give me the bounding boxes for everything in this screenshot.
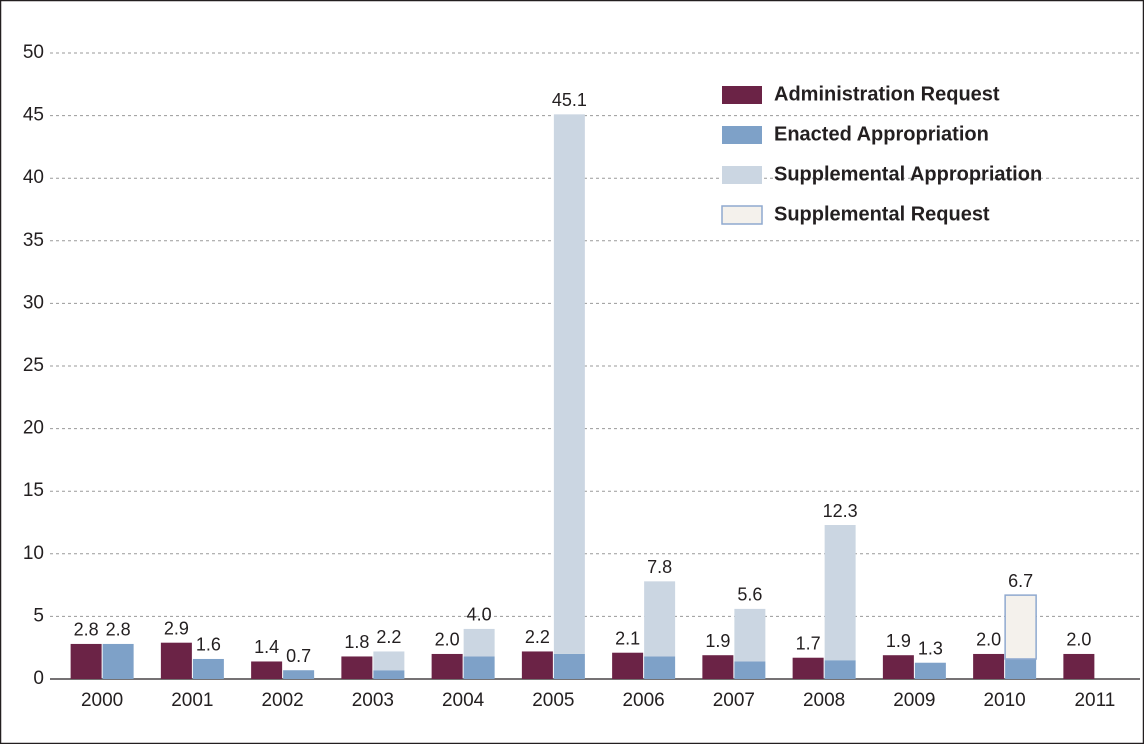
legend-label: Supplemental Appropriation	[774, 163, 1042, 185]
x-tick-label: 2009	[893, 690, 935, 711]
value-label: 2.8	[106, 620, 131, 640]
value-label: 2.8	[74, 620, 99, 640]
bar	[373, 670, 405, 679]
bar	[373, 651, 405, 671]
value-label: 2.0	[1066, 630, 1091, 650]
bar	[553, 114, 585, 654]
x-tick-label: 2006	[622, 690, 664, 711]
value-label: 2.2	[525, 627, 550, 647]
bar	[283, 670, 315, 679]
legend-label: Supplemental Request	[774, 203, 990, 225]
y-tick-label: 40	[23, 167, 44, 188]
x-tick-label: 2011	[1074, 690, 1115, 711]
bar	[102, 643, 134, 679]
y-tick-label: 30	[23, 292, 44, 313]
bar	[824, 660, 856, 679]
bar	[914, 662, 946, 679]
value-label: 6.7	[1008, 571, 1033, 591]
legend-swatch	[721, 205, 763, 225]
value-label: 12.3	[823, 501, 858, 521]
x-tick-label: 2000	[81, 690, 123, 711]
legend-label: Enacted Appropriation	[774, 123, 989, 145]
bar	[251, 661, 283, 679]
bar	[70, 643, 102, 679]
bar	[644, 656, 676, 679]
y-tick-label: 25	[23, 355, 44, 376]
bar	[734, 608, 766, 662]
legend-swatch	[722, 126, 762, 144]
x-tick-label: 2003	[352, 690, 394, 711]
bar	[612, 652, 644, 679]
value-label: 2.0	[976, 630, 1001, 650]
bar	[824, 525, 856, 661]
value-label: 5.6	[737, 585, 762, 605]
bar	[644, 581, 676, 657]
value-label: 1.3	[918, 638, 943, 658]
x-tick-label: 2010	[983, 690, 1025, 711]
value-label: 4.0	[467, 605, 492, 625]
legend-label: Administration Request	[774, 83, 1000, 105]
y-tick-label: 20	[23, 418, 44, 439]
y-tick-label: 0	[33, 668, 44, 689]
legend-swatch	[722, 166, 762, 184]
y-tick-label: 5	[33, 605, 44, 626]
y-tick-label: 35	[23, 230, 44, 251]
bar	[702, 655, 734, 679]
x-tick-label: 2008	[803, 690, 845, 711]
bar	[521, 651, 553, 679]
y-tick-label: 10	[23, 543, 44, 564]
bar	[1063, 653, 1095, 679]
x-tick-label: 2001	[171, 690, 213, 711]
x-tick-label: 2007	[713, 690, 755, 711]
bar	[431, 653, 463, 679]
x-tick-label: 2002	[261, 690, 303, 711]
value-label: 1.9	[886, 631, 911, 651]
value-label: 1.9	[705, 631, 730, 651]
bar	[734, 661, 766, 679]
bar	[792, 657, 824, 679]
value-label: 2.2	[376, 627, 401, 647]
value-label: 1.7	[796, 633, 821, 653]
bar	[160, 642, 192, 679]
y-tick-label: 45	[23, 105, 44, 126]
y-tick-label: 15	[23, 480, 44, 501]
value-label: 2.1	[615, 628, 640, 648]
x-tick-label: 2004	[442, 690, 485, 711]
value-label: 2.0	[435, 630, 460, 650]
bar	[463, 656, 495, 679]
bar	[973, 653, 1005, 679]
y-tick-label: 50	[23, 42, 44, 63]
bar	[463, 628, 495, 657]
bar	[341, 656, 373, 679]
bar	[192, 658, 224, 679]
value-label: 0.7	[286, 646, 311, 666]
bar	[1004, 594, 1037, 660]
bar	[553, 653, 585, 679]
x-tick-label: 2005	[532, 690, 574, 711]
value-label: 1.6	[196, 635, 221, 655]
value-label: 1.4	[254, 637, 279, 657]
bar	[1005, 658, 1037, 679]
bar	[882, 655, 914, 679]
value-label: 1.8	[344, 632, 369, 652]
value-label: 45.1	[552, 90, 587, 110]
value-label: 7.8	[647, 557, 672, 577]
legend-swatch	[722, 86, 762, 104]
value-label: 2.9	[164, 618, 189, 638]
